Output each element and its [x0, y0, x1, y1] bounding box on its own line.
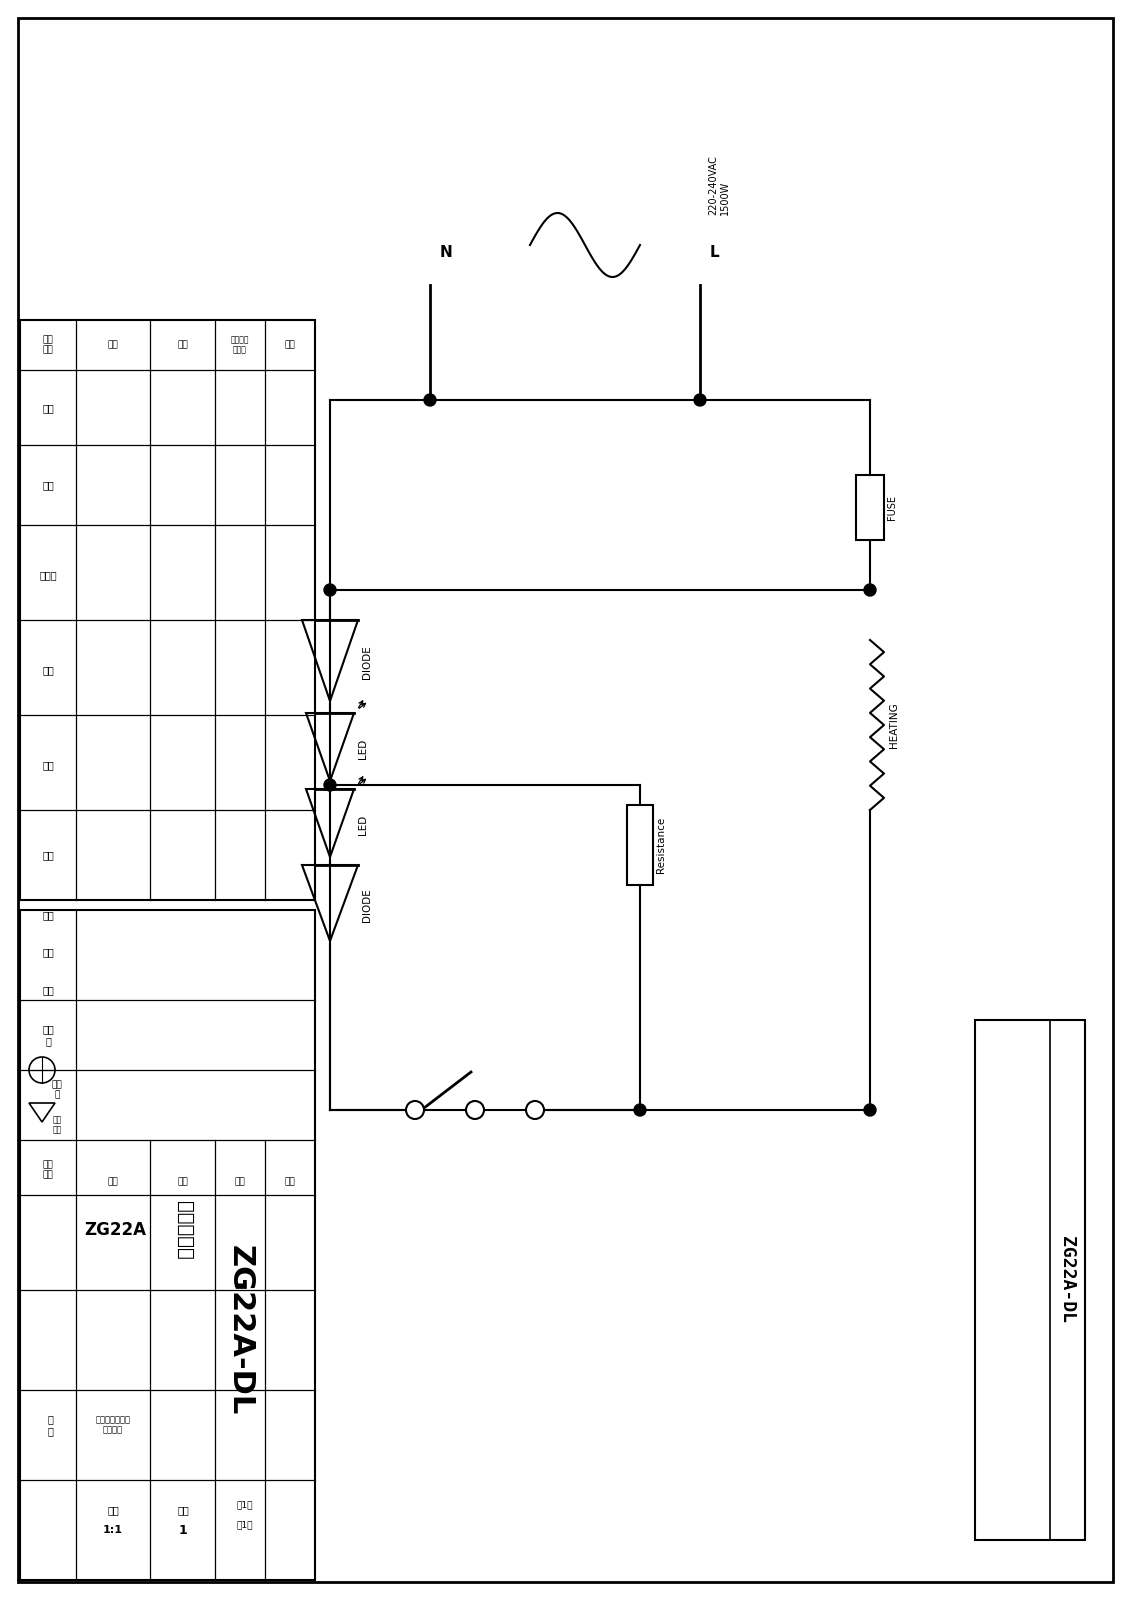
Circle shape — [694, 394, 706, 406]
Text: 更改说明
或标记: 更改说明 或标记 — [231, 336, 249, 355]
Text: 图
标: 图 标 — [48, 1414, 53, 1435]
Text: 分区: 分区 — [234, 1178, 245, 1187]
Text: ZG22A: ZG22A — [84, 1221, 146, 1238]
Text: 日期: 日期 — [42, 403, 54, 413]
Text: 数量: 数量 — [178, 1178, 189, 1187]
Bar — [20, 320, 316, 899]
Text: 日期: 日期 — [285, 341, 295, 349]
Text: 签名: 签名 — [107, 1178, 119, 1187]
Text: 第1页: 第1页 — [236, 1501, 253, 1509]
Text: 数量: 数量 — [178, 1506, 189, 1515]
Bar — [627, 805, 653, 885]
Text: 1: 1 — [179, 1523, 188, 1536]
Circle shape — [424, 394, 435, 406]
Bar — [856, 475, 884, 541]
Text: 设计: 设计 — [42, 910, 54, 920]
Text: FUSE: FUSE — [887, 494, 897, 520]
Text: 审核: 审核 — [42, 666, 54, 675]
Circle shape — [526, 1101, 544, 1118]
Text: 校对: 校对 — [42, 760, 54, 770]
Text: 签名: 签名 — [42, 480, 54, 490]
Text: HEATING: HEATING — [889, 702, 899, 747]
Text: 设计: 设计 — [42, 850, 54, 861]
Circle shape — [634, 1104, 646, 1117]
Text: 标准化: 标准化 — [40, 570, 57, 579]
Text: 更改
标记: 更改 标记 — [43, 336, 53, 355]
Text: 比例: 比例 — [107, 1506, 119, 1515]
Text: 220-240VAC: 220-240VAC — [708, 155, 718, 214]
Text: 标准
化: 标准 化 — [52, 1080, 62, 1099]
Circle shape — [323, 779, 336, 790]
Circle shape — [864, 584, 877, 595]
Circle shape — [466, 1101, 484, 1118]
Text: 1500W: 1500W — [720, 181, 729, 214]
Text: 校对: 校对 — [42, 947, 54, 957]
Circle shape — [864, 1104, 877, 1117]
Circle shape — [323, 584, 336, 595]
Text: DIODE: DIODE — [362, 888, 372, 922]
Text: LED: LED — [359, 814, 368, 835]
Text: L: L — [710, 245, 719, 259]
Text: Resistance: Resistance — [656, 818, 666, 874]
Text: DIODE: DIODE — [362, 646, 372, 680]
Text: 更改
标记: 更改 标记 — [43, 1160, 53, 1179]
Bar — [975, 1021, 1085, 1539]
Text: 标准
化: 标准 化 — [42, 1024, 54, 1046]
Circle shape — [406, 1101, 424, 1118]
Text: 中山市奥美电器
有限公司: 中山市奥美电器 有限公司 — [95, 1416, 130, 1435]
Text: N: N — [440, 245, 452, 259]
Text: 审核: 审核 — [42, 986, 54, 995]
Text: 签名
日期: 签名 日期 — [52, 1115, 61, 1134]
Text: 共1页: 共1页 — [236, 1520, 253, 1530]
Text: ZG22A-DL: ZG22A-DL — [225, 1245, 254, 1414]
Text: 数量: 数量 — [107, 341, 119, 349]
Text: 电路原理图: 电路原理图 — [175, 1200, 195, 1259]
Text: 1:1: 1:1 — [103, 1525, 123, 1534]
Text: ZG22A-DL: ZG22A-DL — [1057, 1237, 1076, 1323]
Text: 分区: 分区 — [178, 341, 189, 349]
Text: 日期: 日期 — [285, 1178, 295, 1187]
Text: LED: LED — [359, 739, 368, 758]
Bar — [20, 910, 316, 1581]
